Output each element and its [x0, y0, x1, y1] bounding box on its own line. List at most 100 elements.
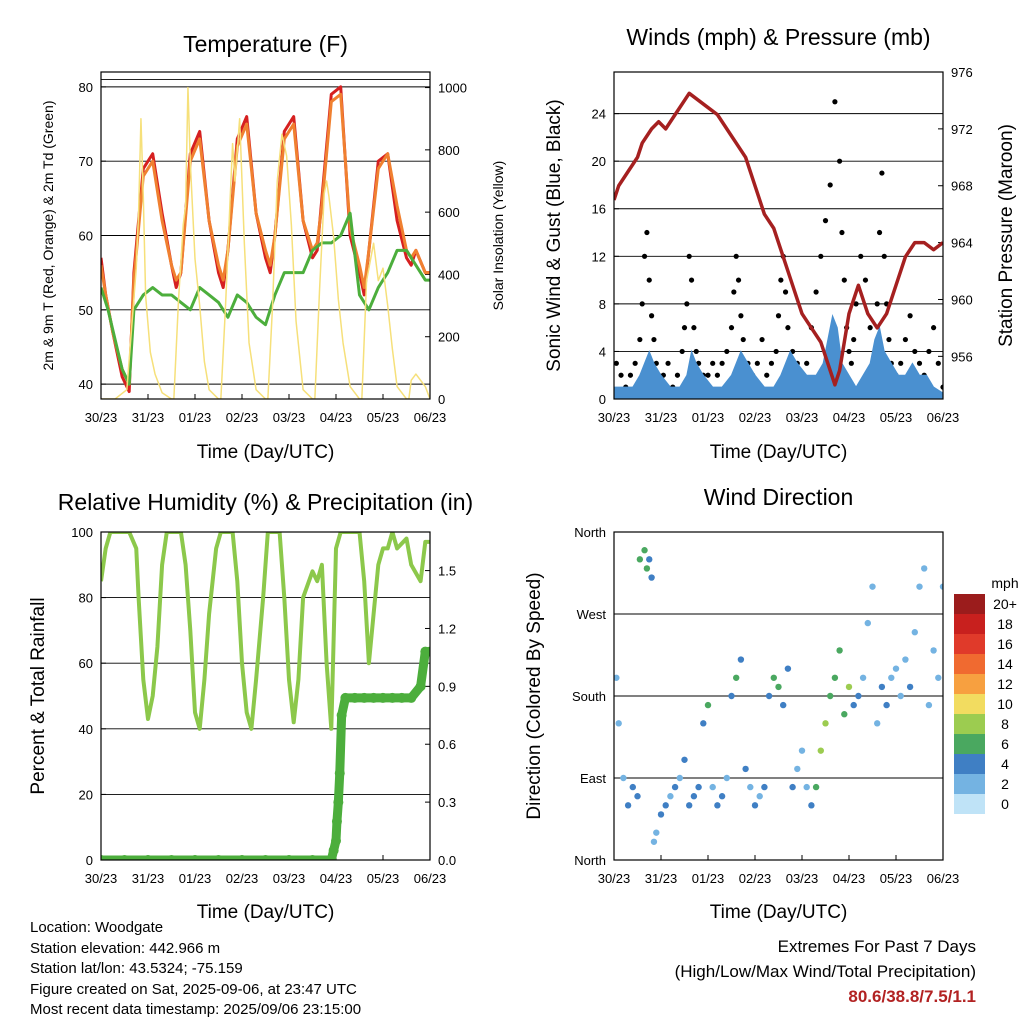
y2-tick-label: 1000: [438, 81, 467, 96]
direction-point: [822, 720, 829, 727]
gust-point: [846, 348, 852, 355]
gust-point: [674, 372, 681, 378]
gust-point: [768, 360, 775, 366]
direction-point: [765, 692, 773, 700]
x-tick-label: 06/23: [414, 871, 447, 886]
x-tick-label: 01/23: [692, 410, 725, 425]
plot-frame: [100, 531, 431, 861]
direction-point: [761, 783, 768, 791]
plot-area: [614, 547, 943, 845]
x-tick-label: 06/23: [927, 410, 960, 425]
gust-point: [841, 277, 847, 283]
x-tick-label: 04/23: [833, 410, 866, 425]
gust-point: [614, 360, 619, 366]
direction-point: [681, 756, 688, 763]
gust-point: [775, 313, 782, 319]
x-tick-label: 03/23: [273, 871, 306, 886]
direction-point: [733, 674, 740, 681]
latlon-text: Station lat/lon: 43.5324; -75.159: [30, 960, 243, 977]
direction-point: [855, 692, 862, 700]
legend-swatch: [954, 614, 985, 634]
direction-point: [643, 565, 651, 572]
y2-tick-label: 972: [951, 122, 973, 137]
gust-point: [639, 301, 645, 307]
direction-point: [812, 783, 820, 791]
series-line-rh: [101, 532, 430, 731]
y2-tick-label: 0.3: [438, 795, 456, 810]
legend-swatch: [954, 694, 985, 714]
plot-frame: [613, 531, 944, 861]
x-tick-label: 05/23: [880, 871, 913, 886]
x-tick-label: 03/23: [786, 871, 819, 886]
direction-point: [770, 674, 777, 681]
direction-point: [667, 793, 674, 800]
gust-point: [773, 348, 779, 355]
direction-point: [836, 647, 843, 654]
gust-point: [876, 229, 883, 236]
x-tick-label: 30/23: [598, 871, 631, 886]
chart-temperature: Temperature (F)4050607080020040060080010…: [40, 31, 506, 463]
legend-swatch: [954, 734, 985, 754]
x-tick-label: 31/23: [645, 410, 678, 425]
direction-point: [780, 701, 787, 709]
y2-tick-label: 0.9: [438, 679, 456, 694]
gust-point: [907, 313, 913, 319]
x-tick-label: 02/23: [226, 410, 259, 425]
recent-text: Most recent data timestamp: 2025/09/06 2…: [30, 1001, 362, 1018]
y-tick-label: South: [572, 689, 606, 704]
direction-point: [935, 674, 942, 681]
gust-point: [644, 229, 650, 236]
x-axis-label: Time (Day/UTC): [197, 902, 335, 923]
gust-point: [705, 372, 711, 378]
gust-point: [853, 301, 859, 307]
x-tick-label: 02/23: [739, 410, 772, 425]
gust-point: [898, 360, 904, 366]
direction-point: [897, 692, 904, 700]
legend-title: mph: [991, 575, 1018, 591]
x-tick-label: 01/23: [179, 410, 212, 425]
direction-point: [662, 802, 669, 809]
gust-point: [684, 301, 690, 307]
gust-point: [738, 313, 744, 319]
gust-point: [851, 336, 857, 343]
y-tick-label: 60: [79, 656, 93, 671]
chart-title: Wind Direction: [704, 484, 854, 510]
direction-point: [803, 783, 810, 791]
gust-point: [681, 325, 688, 331]
x-tick-label: 04/23: [320, 871, 353, 886]
x-tick-label: 05/23: [367, 410, 400, 425]
direction-point: [615, 720, 622, 727]
gust-point: [686, 253, 692, 259]
direction-point: [789, 783, 796, 791]
gust-point: [848, 360, 854, 366]
gust-point: [764, 372, 770, 378]
direction-point: [676, 774, 683, 782]
x-axis-label: Time (Day/UTC): [710, 442, 848, 463]
y-tick-label: 20: [592, 154, 606, 169]
direction-point: [751, 802, 759, 809]
gust-point: [641, 253, 648, 259]
y-axis-label: Sonic Wind & Gust (Blue, Black): [544, 99, 565, 371]
series-line-temp_9m: [101, 92, 430, 386]
gust-point: [735, 277, 742, 283]
chart-title: Temperature (F): [183, 31, 348, 57]
extremes-block: Extremes For Past 7 Days (High/Low/Max W…: [675, 934, 976, 1009]
chart-wind_direction: Wind Direction North East South West North 30/…: [524, 484, 1019, 923]
x-tick-label: 02/23: [739, 871, 772, 886]
y2-tick-label: 1.2: [438, 621, 456, 636]
gust-point: [733, 253, 739, 259]
gust-point: [782, 289, 789, 295]
gust-point: [649, 313, 655, 319]
gust-point: [693, 348, 699, 355]
y-tick-label: 100: [71, 525, 93, 540]
y-tick-label: 8: [599, 297, 606, 312]
direction-point: [624, 802, 632, 809]
gust-point: [858, 253, 864, 259]
direction-point: [690, 793, 698, 800]
direction-point: [718, 793, 726, 800]
y2-tick-label: 200: [438, 330, 460, 345]
gust-point: [740, 336, 746, 343]
y-tick-label: 16: [592, 202, 606, 217]
legend-swatch: [954, 794, 985, 814]
plot-area: [101, 85, 430, 399]
